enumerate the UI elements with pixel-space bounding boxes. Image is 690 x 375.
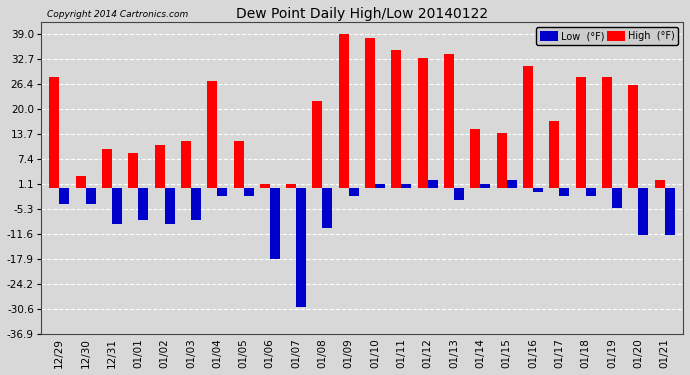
Bar [506, 180, 517, 188]
Bar [480, 184, 491, 188]
Bar [260, 184, 270, 188]
Bar [76, 176, 86, 188]
Bar [454, 188, 464, 200]
Bar [586, 188, 595, 196]
Bar [313, 101, 322, 188]
Bar [575, 77, 586, 188]
Bar [391, 50, 402, 188]
Bar [112, 188, 122, 224]
Bar [181, 141, 191, 188]
Bar [128, 153, 138, 188]
Bar [375, 184, 385, 188]
Bar [549, 121, 560, 188]
Bar [49, 77, 59, 188]
Bar [102, 148, 112, 188]
Bar [217, 188, 227, 196]
Bar [86, 188, 96, 204]
Bar [655, 180, 664, 188]
Bar [365, 38, 375, 188]
Bar [138, 188, 148, 220]
Bar [233, 141, 244, 188]
Bar [402, 184, 411, 188]
Bar [286, 184, 296, 188]
Bar [191, 188, 201, 220]
Bar [59, 188, 69, 204]
Bar [244, 188, 253, 196]
Bar [165, 188, 175, 224]
Bar [155, 145, 165, 188]
Bar [471, 129, 480, 188]
Text: Copyright 2014 Cartronics.com: Copyright 2014 Cartronics.com [48, 10, 188, 19]
Bar [207, 81, 217, 188]
Bar [638, 188, 649, 236]
Bar [612, 188, 622, 208]
Bar [664, 188, 675, 236]
Bar [322, 188, 333, 228]
Bar [533, 188, 543, 192]
Bar [296, 188, 306, 307]
Bar [428, 180, 437, 188]
Bar [270, 188, 280, 259]
Bar [560, 188, 569, 196]
Bar [497, 133, 506, 188]
Bar [444, 54, 454, 188]
Bar [523, 66, 533, 188]
Bar [417, 58, 428, 188]
Legend: Low  (°F), High  (°F): Low (°F), High (°F) [536, 27, 678, 45]
Bar [349, 188, 359, 196]
Bar [602, 77, 612, 188]
Title: Dew Point Daily High/Low 20140122: Dew Point Daily High/Low 20140122 [236, 7, 488, 21]
Bar [629, 86, 638, 188]
Bar [339, 34, 349, 188]
